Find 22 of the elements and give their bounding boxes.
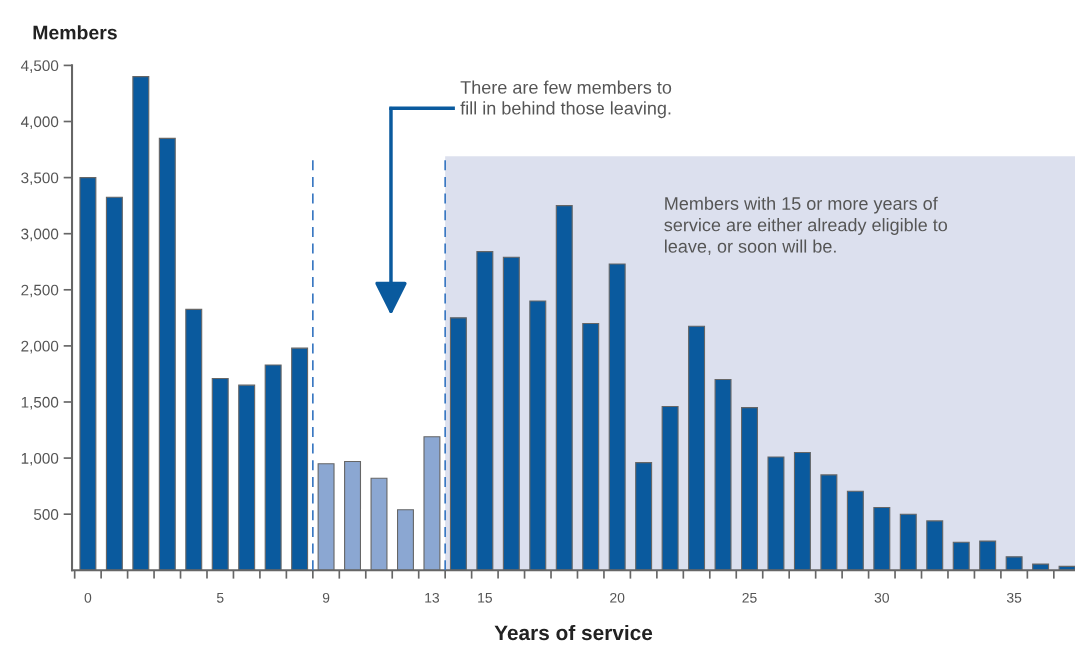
annotation: Members with 15 or more years of service are either already eligible to leave, or soon will be. bbox=[664, 196, 948, 255]
annotation: There are few members to fill in behind those leaving. bbox=[460, 80, 672, 119]
y-tick-label: 1,500 bbox=[21, 396, 59, 410]
y-tick-label: 1,000 bbox=[21, 452, 59, 466]
y-tick-label: 3,500 bbox=[21, 172, 59, 186]
x-tick-label: 30 bbox=[874, 592, 889, 603]
y-tick-label: 2,500 bbox=[21, 284, 59, 298]
y-tick-label: 3,000 bbox=[21, 228, 59, 242]
x-tick-label: 0 bbox=[84, 592, 92, 603]
x-tick-label: 15 bbox=[478, 593, 492, 603]
x-tick-label: 25 bbox=[742, 592, 757, 603]
x-tick-label: 5 bbox=[216, 593, 224, 603]
y-axis-title: Members bbox=[33, 25, 117, 40]
y-tick-label: 2,000 bbox=[21, 340, 59, 354]
x-tick-label: 35 bbox=[1006, 592, 1022, 603]
y-tick-label: 4,500 bbox=[20, 60, 59, 73]
x-axis-title: Years of service bbox=[494, 624, 653, 641]
x-tick-label: 13 bbox=[425, 592, 440, 603]
x-tick-label: 20 bbox=[610, 592, 625, 603]
x-tick-label: 9 bbox=[322, 592, 330, 603]
y-tick-label: 4,000 bbox=[20, 116, 59, 129]
y-tick-label: 500 bbox=[33, 509, 59, 520]
